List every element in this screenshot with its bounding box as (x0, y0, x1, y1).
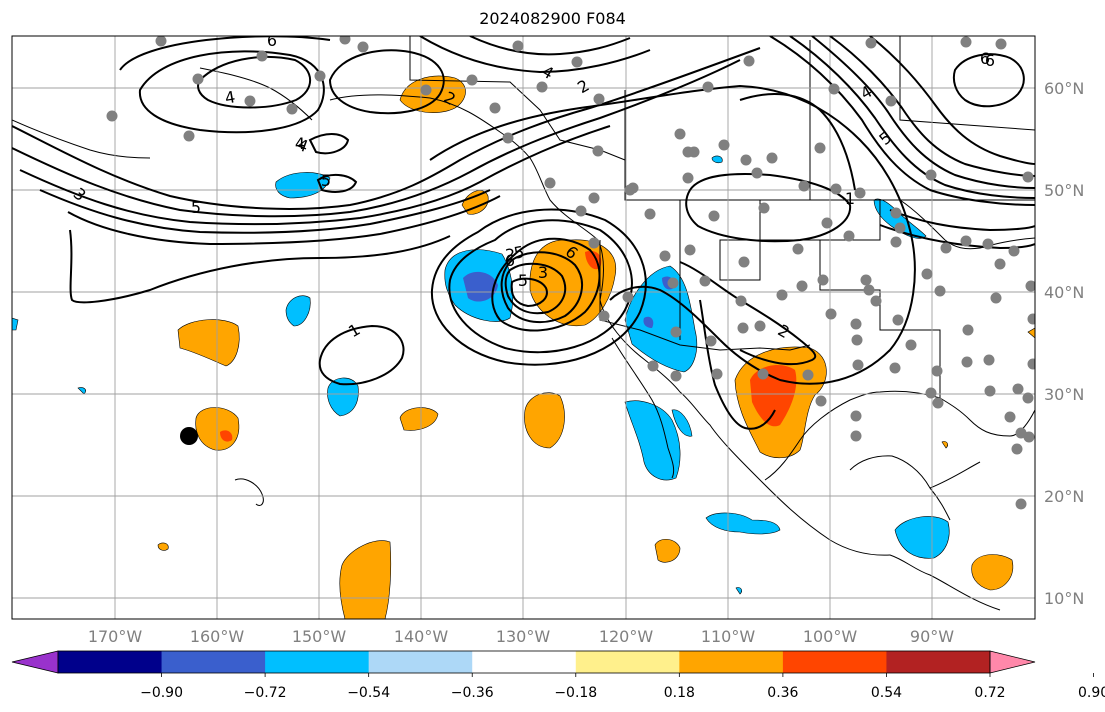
colorbar-outline (57, 650, 991, 674)
lon-label: 140°W (394, 627, 449, 646)
colorbar-extend-low (11, 650, 59, 674)
colorbar-bin (58, 651, 163, 673)
colorbar-bin (368, 651, 473, 673)
contour-label: 4 (295, 134, 305, 153)
contour-label: 6 (985, 51, 995, 70)
colorbar-tick-label: 0.72 (974, 685, 1005, 701)
map-title: 2024082900 F084 (479, 9, 626, 28)
lat-label: 10°N (1044, 589, 1084, 608)
contour-label: 4 (223, 87, 236, 107)
graticule (12, 36, 1035, 619)
lat-label: 30°N (1044, 385, 1084, 404)
latitude-labels: 60°N 50°N 40°N 30°N 20°N 10°N (1044, 79, 1084, 608)
colorbar-bin (679, 651, 784, 673)
reference-point-marker (180, 427, 198, 445)
height-contours (12, 36, 1035, 430)
colorbar-tick-label: 0.18 (664, 685, 695, 701)
colorbar-bin (782, 651, 887, 673)
lon-label: 160°W (190, 627, 245, 646)
colorbar-bin (161, 651, 266, 673)
lon-label: 100°W (803, 627, 858, 646)
colorbar-tick-label: −0.36 (451, 685, 494, 701)
contour-label: 5 (191, 198, 201, 217)
lon-label: 170°W (88, 627, 143, 646)
colorbar-bin (265, 651, 370, 673)
station-dots (106, 36, 1035, 510)
contour-label: 1 (845, 189, 855, 208)
colorbar-tick-label: −0.90 (140, 685, 183, 701)
lon-label: 130°W (496, 627, 551, 646)
contour-label: 5 (518, 271, 528, 290)
lon-label: 150°W (292, 627, 347, 646)
colorbar-bin (886, 651, 991, 673)
lat-label: 20°N (1044, 487, 1084, 506)
lat-label: 40°N (1044, 283, 1084, 302)
contour-label: 2 (505, 245, 515, 264)
colorbar-tick-label: 0.90 (1078, 685, 1105, 701)
contour-label: 5 (321, 171, 331, 190)
contour-label: 6 (267, 31, 277, 50)
contour-label: 6 (505, 251, 515, 270)
colorbar-extend-high (989, 650, 1036, 674)
negative-anomaly-fills (12, 155, 950, 595)
colorbar-tick-labels: −0.90 −0.72 −0.54 −0.36 −0.18 0.18 0.36 0.54 0.7… (140, 673, 1105, 701)
colorbar-tick-label: −0.18 (554, 685, 597, 701)
coastlines (12, 36, 1035, 611)
colorbar-tick-label: −0.54 (347, 685, 390, 701)
lon-label: 120°W (599, 627, 654, 646)
lat-label: 50°N (1044, 181, 1084, 200)
map-frame (11, 35, 1036, 620)
colorbar-tick-label: 0.36 (767, 685, 798, 701)
contour-label: 5 (512, 242, 525, 262)
colorbar-tick-label: −0.72 (244, 685, 287, 701)
lon-label: 90°W (910, 627, 954, 646)
longitude-labels: 170°W 160°W 150°W 140°W 130°W 120°W 110°W 100°W… (88, 627, 954, 646)
colorbar-tick-label: 0.54 (871, 685, 902, 701)
colorbar-bin (472, 651, 577, 673)
contour-label: 6 (980, 49, 990, 68)
lat-label: 60°N (1044, 79, 1084, 98)
contour-label: 3 (538, 263, 548, 282)
lon-label: 110°W (701, 627, 756, 646)
colorbar-bin (575, 651, 680, 673)
colorbar (11, 650, 1036, 674)
